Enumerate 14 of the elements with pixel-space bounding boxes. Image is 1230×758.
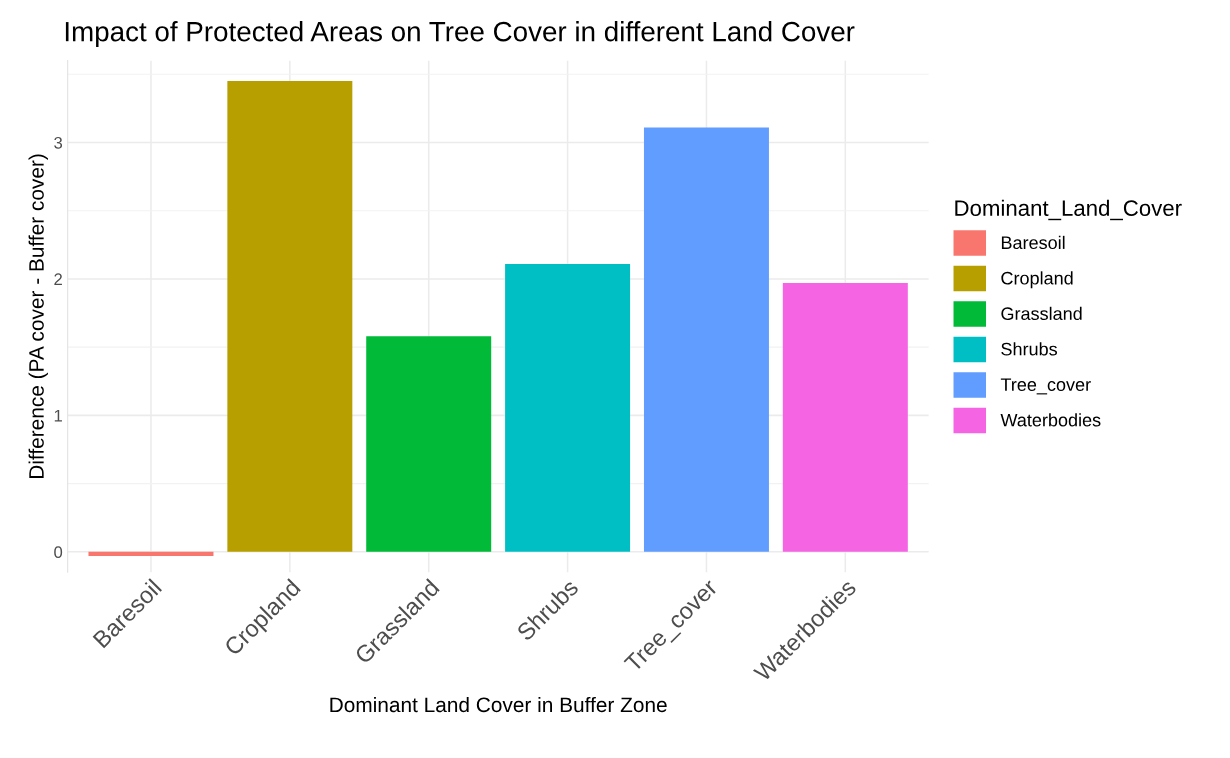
x-axis-title: Dominant Land Cover in Buffer Zone: [330, 696, 667, 713]
y-tick-label: 1: [54, 409, 62, 422]
legend-label: Cropland: [1001, 271, 1073, 289]
y-tick-label: 0: [54, 546, 63, 559]
legend-label: Tree_cover: [1000, 378, 1091, 395]
legend-label: Grassland: [1001, 306, 1082, 321]
legend-title: Dominant_Land_Cover: [955, 199, 1182, 221]
y-tick-label: 3: [54, 136, 63, 149]
y-axis-title: Difference (PA cover - Buffer cover): [28, 154, 48, 479]
legend-label: Shrubs: [1001, 342, 1058, 356]
legend-label: Waterbodies: [1000, 413, 1101, 427]
y-tick-label: 2: [54, 273, 62, 285]
legend-label: Baresoil: [1001, 235, 1065, 250]
chart-title: Impact of Protected Areas on Tree Cover in different Land Cover: [65, 21, 855, 47]
